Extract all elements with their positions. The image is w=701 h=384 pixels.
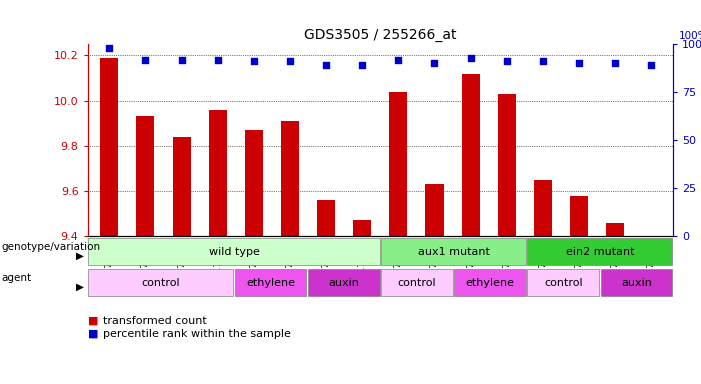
Bar — [461, 73, 479, 236]
Point — [212, 56, 224, 63]
Bar — [88, 238, 379, 265]
Bar — [426, 184, 444, 236]
Point — [501, 58, 512, 65]
Bar — [601, 269, 672, 296]
Bar — [527, 269, 599, 296]
Text: wild type: wild type — [208, 247, 259, 257]
Text: ein2 mutant: ein2 mutant — [566, 247, 634, 257]
Bar — [100, 58, 118, 236]
Bar — [281, 121, 299, 236]
Text: control: control — [544, 278, 583, 288]
Point — [646, 62, 657, 68]
Text: ▶: ▶ — [76, 282, 84, 292]
Bar — [389, 92, 407, 236]
Bar — [235, 269, 306, 296]
Text: control: control — [142, 278, 180, 288]
Bar — [88, 269, 233, 296]
Point — [393, 56, 404, 63]
Text: control: control — [397, 278, 436, 288]
Point — [537, 58, 548, 65]
Bar — [570, 195, 588, 236]
Bar — [454, 269, 526, 296]
Text: ■: ■ — [88, 316, 98, 326]
Text: transformed count: transformed count — [103, 316, 207, 326]
Text: ■: ■ — [88, 329, 98, 339]
Text: agent: agent — [1, 273, 32, 283]
Point — [139, 56, 151, 63]
Bar — [381, 269, 453, 296]
Bar — [534, 180, 552, 236]
Bar — [381, 238, 526, 265]
Text: genotype/variation: genotype/variation — [1, 242, 100, 252]
Bar — [353, 220, 372, 236]
Text: auxin: auxin — [621, 278, 652, 288]
Text: ▶: ▶ — [76, 251, 84, 261]
Title: GDS3505 / 255266_at: GDS3505 / 255266_at — [304, 28, 456, 42]
Bar — [527, 238, 672, 265]
Bar — [498, 94, 516, 236]
Bar — [606, 223, 624, 236]
Bar — [172, 137, 191, 236]
Bar — [317, 200, 335, 236]
Bar — [209, 110, 226, 236]
Text: ethylene: ethylene — [465, 278, 515, 288]
Point — [104, 45, 115, 51]
Text: auxin: auxin — [328, 278, 359, 288]
Point — [610, 60, 621, 66]
Point — [429, 60, 440, 66]
Point — [357, 62, 368, 68]
Bar — [308, 269, 379, 296]
Bar — [137, 116, 154, 236]
Point — [285, 58, 296, 65]
Point — [176, 56, 187, 63]
Text: percentile rank within the sample: percentile rank within the sample — [103, 329, 291, 339]
Point — [248, 58, 259, 65]
Point — [320, 62, 332, 68]
Text: aux1 mutant: aux1 mutant — [418, 247, 489, 257]
Text: 100%: 100% — [679, 31, 701, 41]
Bar — [245, 130, 263, 236]
Point — [465, 55, 476, 61]
Point — [573, 60, 585, 66]
Text: ethylene: ethylene — [246, 278, 295, 288]
